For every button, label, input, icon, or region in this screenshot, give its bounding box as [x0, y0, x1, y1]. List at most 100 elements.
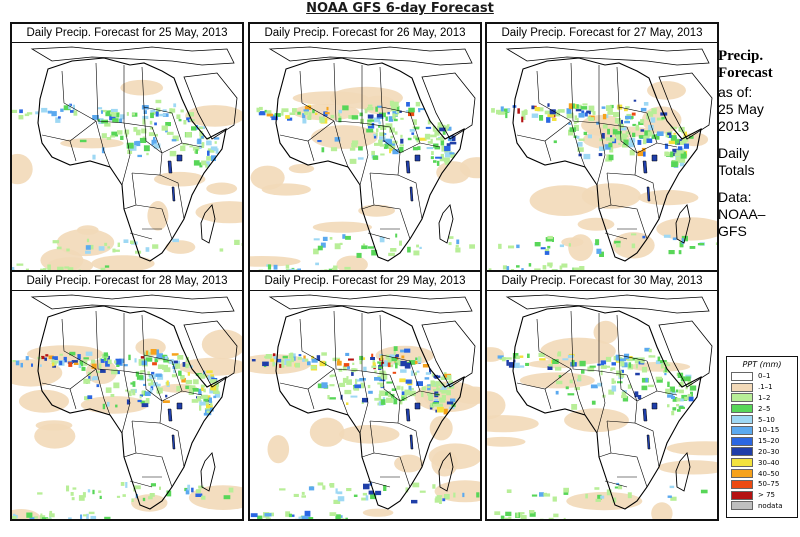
- precip-cell: [52, 360, 57, 365]
- precip-cell: [430, 138, 433, 144]
- precip-cell: [672, 148, 679, 153]
- precip-cell: [163, 357, 169, 363]
- lake: [414, 402, 421, 410]
- light-precip-area: [12, 153, 33, 185]
- country-border: [95, 310, 125, 372]
- precip-cell: [262, 361, 269, 367]
- country-border: [397, 422, 423, 468]
- precip-cell: [660, 363, 664, 369]
- ppt-legend: PPT (mm) 0–1 .1–1 1–2 2–5 5–10 10–15 15–20 20–3…: [726, 356, 798, 518]
- precip-cell: [534, 242, 541, 247]
- precip-cell: [413, 119, 417, 125]
- precip-cell: [412, 146, 418, 151]
- madagascar-coastline: [438, 452, 454, 492]
- precip-cell: [148, 383, 153, 386]
- precip-cell: [441, 389, 449, 394]
- precip-cell: [379, 136, 386, 141]
- precip-cell: [622, 144, 629, 148]
- precip-cell: [141, 128, 147, 134]
- arabia-coastline: [658, 72, 713, 140]
- precip-cell: [637, 395, 642, 400]
- precip-cell: [91, 363, 97, 369]
- precip-cell: [393, 398, 398, 405]
- precip-cell: [413, 135, 418, 139]
- precip-cell: [337, 496, 345, 502]
- precip-cell: [99, 495, 102, 499]
- precip-cell: [122, 494, 126, 497]
- precip-cell: [132, 389, 136, 396]
- precip-cell: [302, 358, 305, 362]
- precip-cell: [228, 487, 234, 493]
- precip-cell: [647, 384, 654, 388]
- precip-cell: [621, 135, 628, 138]
- precip-cell: [392, 101, 399, 107]
- precip-cell: [39, 364, 42, 367]
- precip-cell: [678, 150, 685, 154]
- precip-cell: [152, 244, 159, 249]
- precip-cell: [400, 138, 404, 144]
- precip-cell: [436, 495, 443, 498]
- precip-cell: [98, 490, 102, 493]
- precip-cell: [393, 118, 398, 122]
- legend-label: 50–75: [758, 480, 780, 489]
- europe-coastline: [268, 46, 473, 66]
- precip-cell: [599, 138, 604, 142]
- precip-cell: [521, 268, 524, 271]
- precip-cell: [147, 378, 153, 382]
- precip-cell: [517, 108, 520, 114]
- precip-cell: [185, 132, 192, 138]
- precip-cell: [393, 346, 398, 351]
- precip-cell: [377, 361, 383, 364]
- precip-cell: [386, 381, 393, 384]
- precip-cell: [409, 390, 416, 397]
- precip-cell: [105, 110, 112, 117]
- precip-cell: [641, 385, 648, 391]
- precip-cell: [669, 386, 675, 393]
- precip-cell: [90, 359, 96, 364]
- precip-cell: [374, 377, 381, 381]
- precip-cell: [317, 383, 324, 389]
- precip-cell: [547, 262, 553, 267]
- panel-title: Daily Precip. Forecast for 29 May, 2013: [250, 272, 480, 291]
- precip-cell: [611, 385, 617, 392]
- europe-coastline: [505, 46, 710, 66]
- precip-cell: [98, 246, 105, 251]
- precip-cell: [96, 384, 100, 388]
- lake: [409, 434, 414, 450]
- precip-cell: [616, 134, 623, 140]
- precip-cell: [436, 387, 440, 391]
- precip-cell: [43, 268, 47, 271]
- forecast-panel-day5: Daily Precip. Forecast for 29 May, 2013: [248, 270, 482, 521]
- country-border: [544, 388, 552, 410]
- precip-cell: [528, 263, 532, 267]
- precip-cell: [648, 124, 654, 131]
- precip-cell: [148, 132, 155, 137]
- precip-cell: [601, 106, 606, 109]
- precip-cell: [444, 160, 449, 165]
- precip-cell: [56, 246, 62, 250]
- precip-cell: [211, 155, 216, 161]
- precip-cell: [119, 358, 125, 363]
- precip-cell: [615, 354, 620, 361]
- africa-coastline: [275, 305, 465, 510]
- africa-precip-map: [250, 43, 480, 271]
- precip-cell: [172, 135, 179, 142]
- precip-cell: [288, 513, 292, 518]
- precip-cell: [209, 379, 217, 384]
- legend-label: 20–30: [758, 447, 780, 456]
- precip-cell: [307, 517, 314, 519]
- precip-cell: [63, 356, 67, 363]
- precip-cell: [155, 99, 162, 104]
- precip-cell: [640, 119, 645, 124]
- precip-cell: [64, 266, 70, 269]
- precip-cell: [378, 121, 382, 125]
- precip-cell: [579, 360, 586, 367]
- precip-cell: [616, 121, 621, 124]
- precip-cell: [288, 353, 294, 359]
- precip-cell: [250, 513, 258, 518]
- light-precip-area: [34, 423, 76, 449]
- country-border: [121, 122, 131, 186]
- precip-cell: [427, 119, 431, 125]
- precip-cell: [383, 485, 387, 491]
- precip-cell: [286, 360, 292, 367]
